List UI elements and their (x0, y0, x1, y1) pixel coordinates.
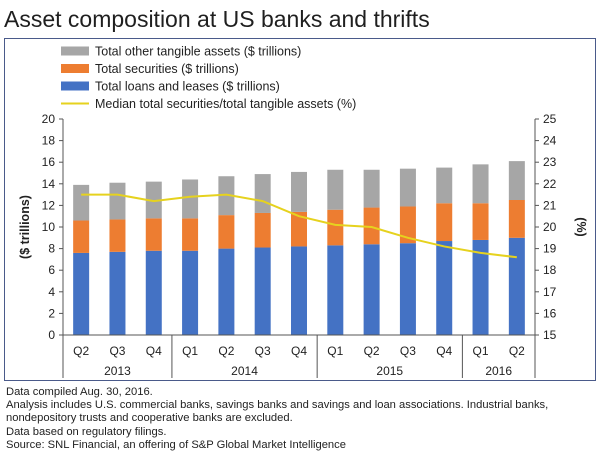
bar-securities (182, 218, 199, 251)
legend-label-other: Total other tangible assets ($ trillions… (95, 45, 301, 59)
legend-label-loans: Total loans and leases ($ trillions) (95, 80, 280, 94)
bar-other (508, 161, 525, 200)
x-tick-label: Q3 (255, 344, 271, 358)
left-tick-label: 12 (42, 198, 56, 212)
x-tick-label: Q1 (473, 344, 489, 358)
note-line: Data based on regulatory filings. (6, 425, 167, 438)
left-tick-label: 6 (48, 263, 55, 277)
x-tick-label: Q4 (291, 344, 307, 358)
left-tick-label: 14 (42, 177, 56, 191)
bar-loans (182, 250, 199, 335)
x-tick-label: Q2 (509, 344, 525, 358)
legend-label-median: Median total securities/total tangible a… (95, 97, 356, 111)
bar-loans (73, 252, 90, 335)
bar-securities (73, 220, 90, 253)
bar-securities (327, 209, 344, 246)
note-line: Source: SNL Financial, an offering of S&… (6, 438, 346, 451)
left-tick-label: 8 (48, 242, 55, 256)
legend-swatch-securities (61, 64, 89, 73)
bar-securities (291, 211, 307, 247)
right-tick-label: 17 (543, 285, 557, 299)
x-group-label: 2013 (104, 364, 131, 378)
y2-axis-title: (%) (574, 217, 588, 236)
stacked-bar-chart: Total other tangible assets ($ trillions… (18, 45, 588, 378)
bar-other (73, 184, 90, 221)
y-axis-title: ($ trillions) (18, 195, 32, 259)
left-tick-label: 20 (42, 112, 56, 126)
note-line: Data compiled Aug. 30, 2016. (6, 386, 153, 398)
right-tick-label: 23 (543, 155, 557, 169)
median-line (81, 193, 517, 259)
legend-swatch-loans (61, 81, 89, 91)
bar-other (472, 164, 489, 204)
bar-other (109, 182, 126, 220)
legend-label-securities: Total securities ($ trillions) (95, 62, 239, 76)
x-tick-label: Q4 (146, 344, 162, 358)
bar-securities (508, 200, 525, 238)
bar-other (363, 169, 380, 208)
right-tick-label: 21 (543, 198, 557, 212)
x-tick-label: Q4 (436, 344, 452, 358)
right-tick-label: 25 (543, 112, 557, 126)
x-tick-label: Q1 (182, 344, 198, 358)
bar-other (218, 176, 235, 216)
left-tick-label: 0 (48, 328, 55, 342)
bar-securities (145, 218, 162, 251)
x-group-label: 2014 (231, 364, 258, 378)
left-tick-label: 10 (42, 220, 56, 234)
note-line: nondepository trusts and cooperative ban… (6, 412, 293, 425)
left-tick-label: 4 (48, 285, 55, 299)
chart-notes: Data compiled Aug. 30, 2016. Analysis in… (6, 386, 596, 452)
bar-securities (254, 212, 271, 248)
right-tick-label: 20 (543, 220, 557, 234)
right-tick-label: 18 (543, 263, 557, 277)
bar-loans (254, 247, 271, 335)
x-tick-label: Q1 (327, 344, 343, 358)
bar-loans (472, 239, 489, 335)
x-group-label: 2016 (485, 364, 512, 378)
right-tick-label: 24 (543, 134, 557, 148)
legend-swatch-other (61, 46, 89, 56)
bar-loans (218, 248, 235, 335)
bar-loans (363, 244, 380, 335)
bar-other (145, 181, 162, 219)
x-tick-label: Q3 (400, 344, 416, 358)
right-tick-label: 16 (543, 306, 557, 320)
right-tick-label: 15 (543, 328, 557, 342)
bar-loans (109, 251, 126, 335)
bar-other (182, 179, 199, 219)
x-tick-label: Q3 (109, 344, 125, 358)
chart-title: Asset composition at US banks and thrift… (0, 0, 600, 38)
left-tick-label: 16 (42, 155, 56, 169)
bar-securities (436, 203, 453, 242)
bar-other (436, 167, 453, 204)
x-tick-label: Q2 (364, 344, 380, 358)
right-tick-label: 22 (543, 177, 557, 191)
bar-other (327, 169, 344, 210)
right-tick-label: 19 (543, 242, 557, 256)
chart-panel: Total other tangible assets ($ trillions… (4, 38, 596, 381)
bar-securities (399, 206, 416, 244)
bar-loans (508, 237, 525, 335)
bar-securities (472, 203, 489, 240)
bar-other (291, 171, 307, 212)
bar-other (254, 174, 271, 213)
bar-securities (363, 207, 380, 245)
bar-loans (291, 246, 307, 335)
left-tick-label: 2 (48, 306, 55, 320)
bar-loans (145, 250, 162, 335)
bar-securities (218, 215, 235, 249)
x-tick-label: Q2 (218, 344, 234, 358)
note-line: Analysis includes U.S. commercial banks,… (6, 399, 549, 412)
bar-loans (436, 241, 453, 335)
bar-other (399, 168, 416, 207)
bar-loans (327, 245, 344, 335)
x-tick-label: Q2 (73, 344, 89, 358)
bar-securities (109, 219, 126, 252)
x-group-label: 2015 (376, 364, 403, 378)
bar-loans (399, 243, 416, 335)
left-tick-label: 18 (42, 134, 56, 148)
